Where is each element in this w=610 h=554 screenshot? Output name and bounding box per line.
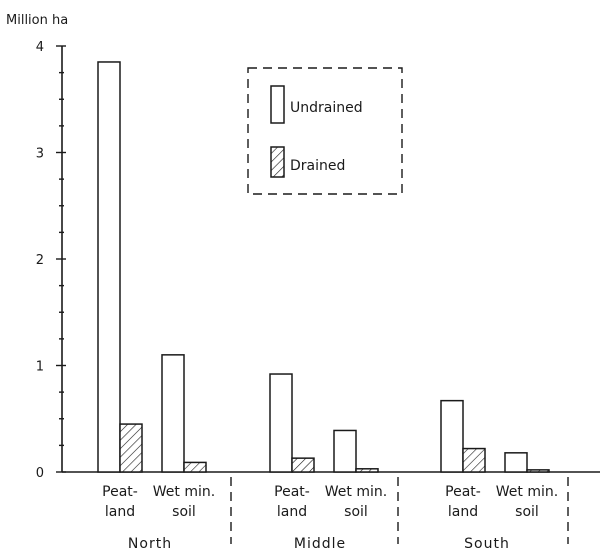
category-label-line1: Wet min. xyxy=(153,484,215,500)
legend: Undrained Drained xyxy=(247,67,403,195)
category-label-line2: land xyxy=(448,504,478,520)
bars xyxy=(97,61,550,473)
legend-frame xyxy=(247,67,403,195)
category-label-line2: land xyxy=(105,504,135,520)
bar-drained xyxy=(462,447,486,473)
bar-drained xyxy=(119,423,143,473)
legend-drained-label: Drained xyxy=(290,158,345,174)
bar-undrained xyxy=(333,429,357,473)
bar-undrained xyxy=(161,354,185,473)
y-tick-label: 1 xyxy=(36,360,44,375)
group-labels: North Middle South xyxy=(128,536,510,552)
bar-undrained xyxy=(504,452,528,473)
group-separators xyxy=(230,477,569,544)
x-category-labels: Peat-land Wet min. soil Peat-land Wet min. so… xyxy=(102,484,558,520)
legend-undrained-label: Undrained xyxy=(290,100,363,116)
y-ticks: 0 1 2 3 4 xyxy=(36,40,66,481)
y-tick-label: 4 xyxy=(36,40,44,55)
category-label-line2: soil xyxy=(515,504,539,520)
group-label: Middle xyxy=(294,536,346,552)
category-label-line1: Peat- xyxy=(274,484,310,500)
category-label-line1: Peat- xyxy=(445,484,481,500)
y-tick-label: 3 xyxy=(36,147,44,162)
category-label-line1: Wet min. xyxy=(325,484,387,500)
legend-drained-swatch xyxy=(270,146,285,178)
bar-undrained xyxy=(440,399,464,473)
group-label: South xyxy=(464,536,510,552)
bar-undrained xyxy=(97,61,121,473)
category-label-line2: soil xyxy=(344,504,368,520)
bar-undrained xyxy=(269,373,293,473)
bar-drained xyxy=(526,469,550,473)
bar-drained xyxy=(355,468,379,473)
legend-undrained-swatch xyxy=(270,85,285,124)
bar-drained xyxy=(291,457,315,473)
group-label: North xyxy=(128,536,172,552)
y-axis-label: Million ha xyxy=(6,13,68,28)
y-tick-label: 0 xyxy=(36,466,44,481)
y-tick-label: 2 xyxy=(36,253,44,268)
category-label-line2: land xyxy=(277,504,307,520)
category-label-line2: soil xyxy=(172,504,196,520)
category-label-line1: Wet min. xyxy=(496,484,558,500)
bar-drained xyxy=(183,461,207,473)
category-label-line1: Peat- xyxy=(102,484,138,500)
